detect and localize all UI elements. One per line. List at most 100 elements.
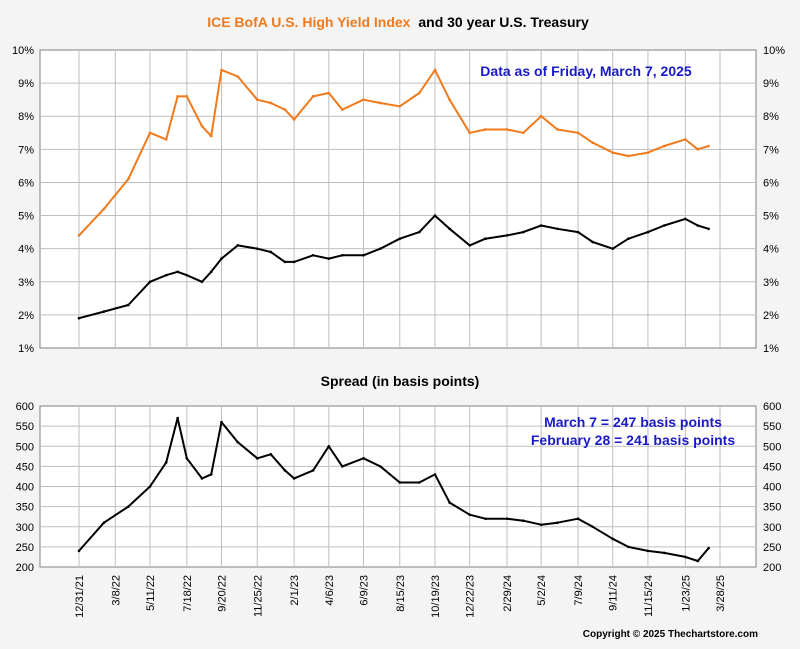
top-data-point bbox=[433, 68, 437, 72]
bottom-y-tick-right: 450 bbox=[763, 461, 781, 473]
top-data-point bbox=[102, 207, 106, 211]
top-data-point bbox=[576, 230, 580, 234]
top-data-point bbox=[362, 253, 365, 257]
top-data-point bbox=[341, 108, 344, 111]
bottom-y-axis-left: 200 250 300 350 400 450 500 550 600 bbox=[16, 401, 34, 574]
data-as-of-annotation: Data as of Friday, March 7, 2025 bbox=[480, 63, 692, 79]
top-data-point bbox=[591, 141, 594, 145]
top-y-tick-right: 7% bbox=[763, 144, 779, 156]
bottom-y-tick-right: 550 bbox=[763, 421, 781, 433]
top-data-point bbox=[378, 247, 382, 250]
bottom-data-point bbox=[255, 457, 259, 460]
bottom-data-point bbox=[556, 521, 559, 525]
top-y-tick-right: 2% bbox=[763, 310, 779, 322]
x-tick-label: 4/6/23 bbox=[324, 575, 336, 606]
top-data-point bbox=[209, 270, 213, 274]
top-data-point bbox=[292, 260, 296, 264]
top-data-point bbox=[576, 131, 580, 135]
bottom-data-point bbox=[127, 505, 130, 508]
bottom-data-point bbox=[448, 501, 451, 504]
bottom-data-point bbox=[269, 453, 273, 456]
top-data-point bbox=[176, 270, 179, 274]
top-y-tick-right: 5% bbox=[763, 211, 779, 223]
top-data-point bbox=[611, 247, 615, 250]
bottom-data-point bbox=[164, 461, 168, 464]
bottom-y-axis-right: 200 250 300 350 400 450 500 550 600 bbox=[763, 401, 781, 574]
x-tick-label: 2/29/24 bbox=[502, 575, 514, 612]
top-y-tick-left: 2% bbox=[18, 310, 34, 322]
bottom-data-point bbox=[539, 523, 543, 527]
top-chart-title: ICE BofA U.S. High Yield Index and 30 ye… bbox=[207, 14, 589, 30]
bottom-data-point bbox=[627, 545, 630, 549]
top-data-point bbox=[148, 131, 152, 135]
top-data-point bbox=[209, 134, 213, 138]
bottom-data-point bbox=[576, 517, 580, 520]
top-y-tick-right: 9% bbox=[763, 78, 779, 90]
top-data-point bbox=[269, 250, 273, 254]
top-data-point bbox=[362, 98, 365, 101]
top-data-point bbox=[200, 124, 204, 128]
bottom-data-point bbox=[77, 549, 81, 553]
top-data-point bbox=[200, 280, 204, 284]
top-data-point bbox=[627, 237, 630, 241]
top-data-point bbox=[684, 217, 687, 221]
bottom-data-point bbox=[200, 477, 204, 480]
bottom-data-point bbox=[209, 473, 213, 476]
bottom-y-tick-left: 400 bbox=[16, 482, 34, 494]
top-data-point bbox=[468, 244, 471, 247]
top-data-point bbox=[627, 154, 630, 158]
x-tick-label: 11/25/22 bbox=[252, 575, 264, 617]
top-data-point bbox=[646, 230, 650, 234]
x-tick-label: 8/15/23 bbox=[395, 575, 407, 612]
top-y-tick-right: 1% bbox=[763, 343, 779, 355]
x-tick-label: 12/31/21 bbox=[74, 575, 86, 618]
top-data-point bbox=[522, 230, 525, 234]
top-data-point bbox=[236, 244, 240, 247]
bottom-data-point bbox=[646, 549, 650, 553]
top-data-point bbox=[255, 98, 259, 101]
bottom-series-1 bbox=[77, 416, 710, 563]
bottom-data-point bbox=[591, 525, 594, 529]
top-data-point bbox=[707, 227, 710, 231]
x-tick-label: 5/11/22 bbox=[145, 575, 157, 611]
top-data-point bbox=[311, 95, 315, 98]
bottom-y-tick-right: 500 bbox=[763, 441, 781, 453]
top-data-point bbox=[591, 240, 594, 244]
bottom-data-point bbox=[341, 465, 344, 468]
bottom-data-point bbox=[433, 473, 437, 476]
top-data-point bbox=[398, 104, 402, 108]
top-series-2 bbox=[77, 214, 710, 320]
top-data-point bbox=[505, 128, 509, 131]
top-data-point bbox=[185, 95, 189, 98]
bottom-data-point bbox=[398, 481, 402, 484]
x-tick-label: 11/15/24 bbox=[643, 575, 655, 617]
x-tick-label: 9/20/22 bbox=[217, 575, 229, 612]
top-data-point bbox=[176, 95, 179, 98]
bottom-data-point bbox=[185, 457, 189, 460]
x-tick-label: 12/22/23 bbox=[465, 575, 477, 618]
bottom-data-point bbox=[283, 469, 287, 472]
x-tick-label: 7/9/24 bbox=[573, 575, 585, 606]
top-data-point bbox=[292, 118, 296, 121]
top-data-point bbox=[522, 131, 525, 135]
top-y-tick-left: 6% bbox=[18, 177, 34, 189]
bottom-data-point bbox=[684, 555, 687, 559]
bottom-data-point bbox=[176, 416, 179, 420]
top-y-tick-right: 3% bbox=[763, 277, 779, 289]
top-data-point bbox=[102, 310, 106, 313]
bottom-y-tick-left: 500 bbox=[16, 441, 34, 453]
top-data-point bbox=[77, 316, 81, 320]
bottom-y-tick-left: 250 bbox=[16, 542, 34, 554]
bottom-data-point bbox=[468, 513, 471, 516]
bottom-series-lines bbox=[77, 416, 710, 563]
top-data-point bbox=[378, 101, 382, 105]
top-data-point bbox=[646, 151, 650, 154]
top-y-tick-right: 8% bbox=[763, 111, 779, 123]
top-data-point bbox=[448, 227, 451, 231]
bottom-data-point bbox=[707, 546, 710, 550]
top-y-tick-right: 6% bbox=[763, 177, 779, 189]
bottom-data-point bbox=[417, 481, 421, 484]
top-data-point bbox=[484, 237, 487, 241]
bottom-data-point bbox=[362, 457, 365, 460]
